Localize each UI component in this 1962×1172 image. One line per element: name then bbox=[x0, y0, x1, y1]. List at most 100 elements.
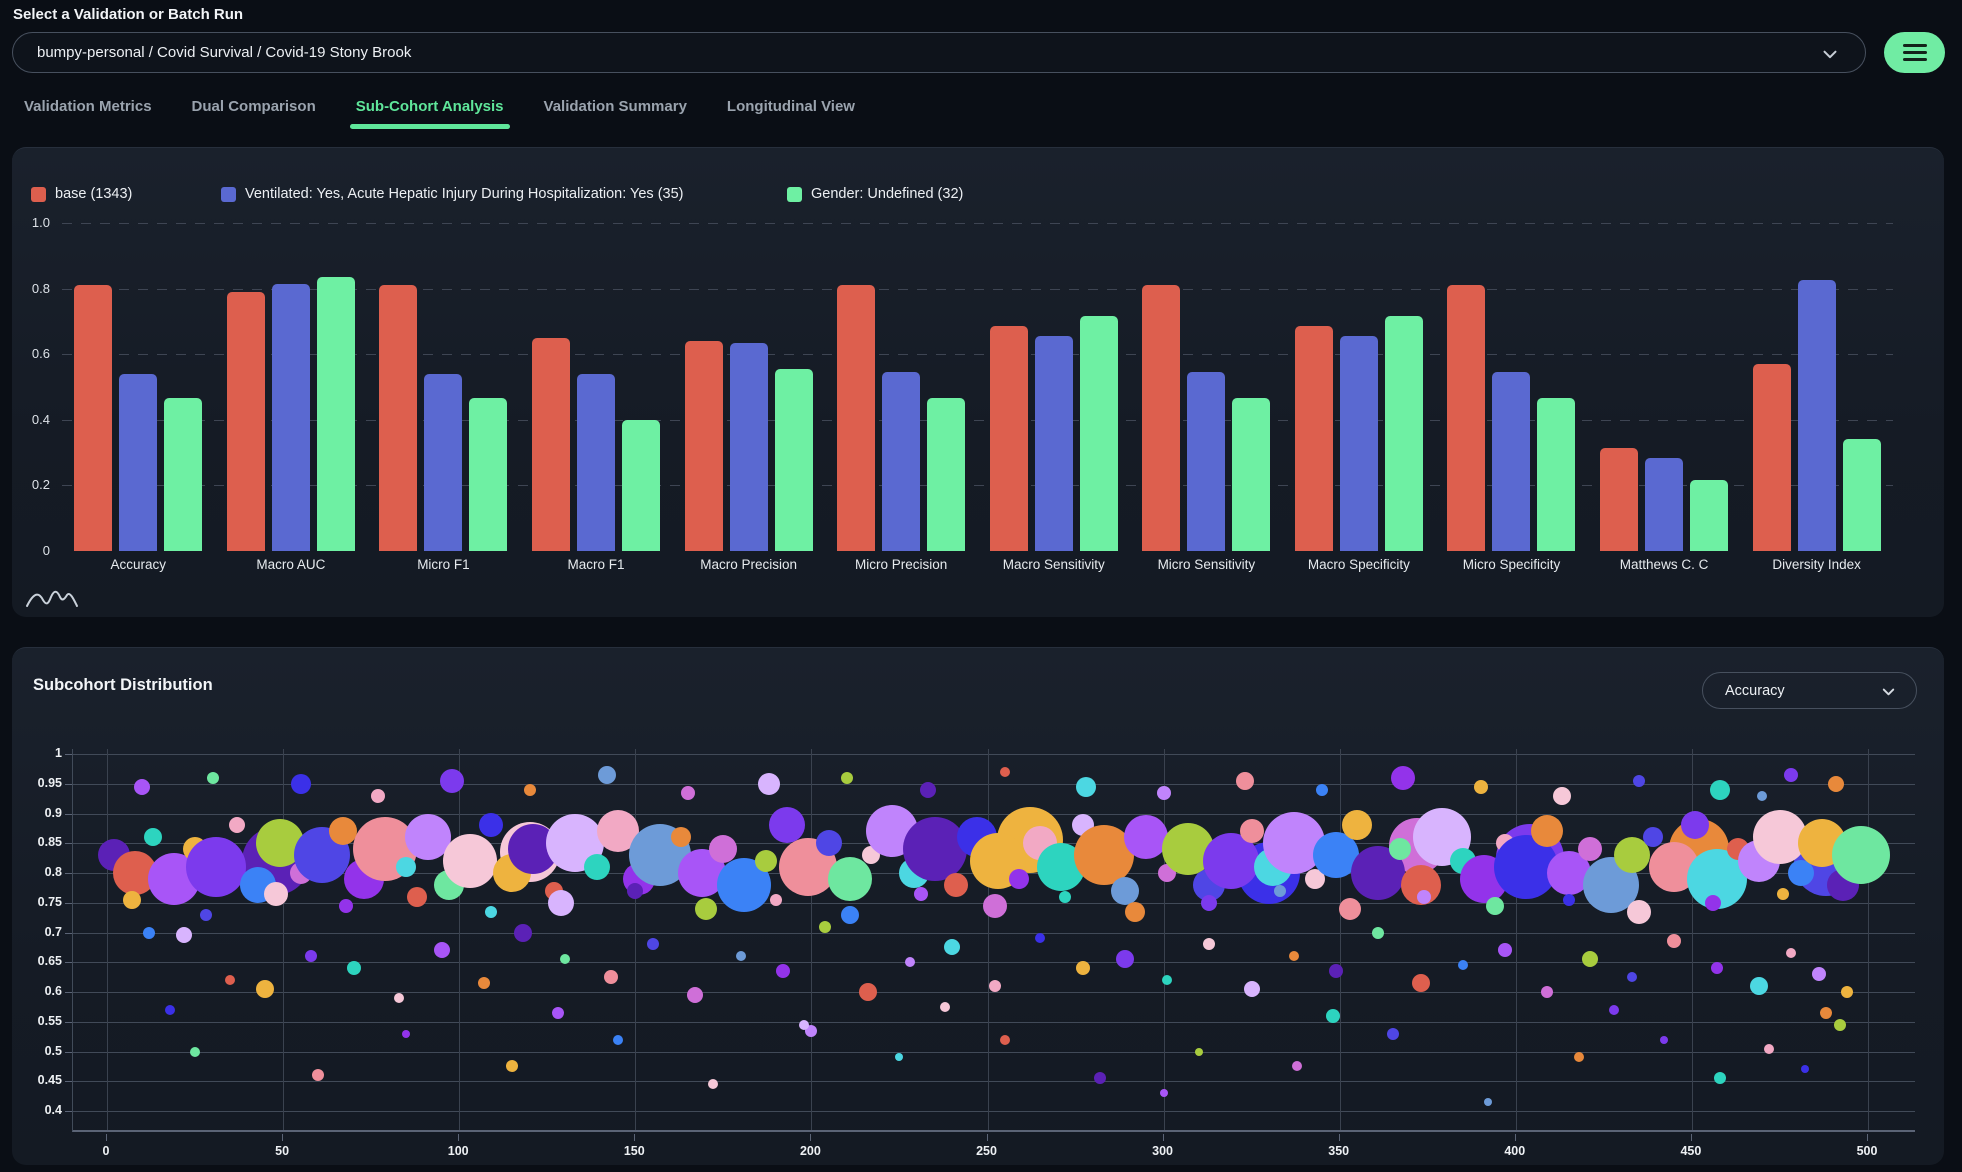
bubble bbox=[1485, 896, 1504, 915]
bubble bbox=[646, 938, 659, 951]
bar bbox=[1079, 316, 1118, 551]
bar-category-label: Micro Precision bbox=[855, 557, 948, 572]
bar bbox=[882, 372, 921, 551]
bubble bbox=[1788, 860, 1815, 886]
bar-y-tick-label: 0.4 bbox=[31, 411, 50, 427]
bubble bbox=[1811, 967, 1826, 982]
run-select[interactable]: bumpy-personal / Covid Survival / Covid-… bbox=[12, 32, 1866, 73]
tab-sub-cohort-analysis[interactable]: Sub-Cohort Analysis bbox=[349, 96, 510, 129]
gridline bbox=[811, 749, 813, 1130]
bubble bbox=[442, 834, 497, 889]
tick-mark bbox=[65, 932, 73, 934]
bar bbox=[1537, 398, 1576, 551]
run-select-value: bumpy-personal / Covid Survival / Covid-… bbox=[37, 44, 412, 61]
tab-longitudinal-view[interactable]: Longitudinal View bbox=[726, 98, 855, 115]
bubble bbox=[735, 951, 746, 962]
bubble bbox=[1123, 815, 1168, 860]
bar bbox=[1384, 316, 1423, 551]
bubble bbox=[1581, 951, 1598, 968]
bubble bbox=[694, 897, 717, 920]
scatter-x-tick-label: 400 bbox=[1504, 1144, 1526, 1158]
tick-mark bbox=[65, 754, 73, 755]
scatter-y-tick-label: 1 bbox=[55, 746, 62, 760]
bubble bbox=[1800, 1065, 1809, 1074]
bubble bbox=[1577, 837, 1602, 862]
bubble bbox=[1757, 790, 1768, 801]
bubble bbox=[1574, 1052, 1585, 1063]
tick-mark bbox=[458, 1134, 460, 1141]
bubble bbox=[1819, 1006, 1832, 1019]
bubble bbox=[902, 817, 967, 882]
gridline bbox=[1691, 749, 1693, 1130]
bubble bbox=[1329, 964, 1344, 979]
legend-item[interactable]: base (1343) bbox=[31, 184, 132, 204]
gridline bbox=[1868, 749, 1869, 1130]
bar-category-label: Macro F1 bbox=[567, 557, 625, 572]
bar bbox=[119, 373, 158, 551]
bubble bbox=[225, 975, 236, 986]
bubble bbox=[1828, 775, 1845, 792]
bar bbox=[379, 285, 418, 551]
bubble bbox=[559, 954, 570, 965]
bubble bbox=[895, 1053, 904, 1062]
tick-mark bbox=[986, 1134, 988, 1141]
bubble bbox=[707, 1079, 718, 1090]
scatter-panel-title: Subcohort Distribution bbox=[33, 676, 213, 694]
bubble bbox=[1273, 884, 1286, 897]
bubble bbox=[687, 986, 704, 1003]
bubble bbox=[176, 927, 193, 944]
legend-item[interactable]: Ventilated: Yes, Acute Hepatic Injury Du… bbox=[221, 184, 684, 204]
bubble bbox=[1473, 779, 1488, 794]
bubble bbox=[1316, 783, 1329, 796]
bar bbox=[532, 337, 571, 551]
tab-validation-metrics[interactable]: Validation Metrics bbox=[24, 98, 152, 115]
bubble bbox=[548, 889, 575, 916]
scatter-plot bbox=[72, 749, 1915, 1132]
bubble bbox=[143, 926, 156, 939]
tab-bar: Validation Metrics Dual Comparison Sub-Coh… bbox=[22, 96, 857, 129]
bubble bbox=[1783, 767, 1798, 782]
bubble bbox=[627, 882, 644, 899]
bubble bbox=[1552, 786, 1571, 805]
bubble bbox=[1498, 943, 1513, 958]
bubble bbox=[328, 817, 357, 846]
bar bbox=[271, 283, 310, 551]
bar-group bbox=[825, 223, 978, 551]
bubble bbox=[1633, 774, 1646, 787]
tab-dual-comparison[interactable]: Dual Comparison bbox=[191, 98, 316, 115]
bar-category-label: Accuracy bbox=[110, 557, 167, 572]
bar-category-label: Macro Specificity bbox=[1307, 557, 1410, 572]
bubble bbox=[776, 964, 791, 979]
menu-button[interactable] bbox=[1884, 32, 1945, 73]
bar-y-tick-label: 0.8 bbox=[31, 280, 50, 296]
gridline bbox=[73, 962, 1915, 964]
bubble bbox=[339, 898, 354, 913]
tick-mark bbox=[65, 873, 73, 874]
scatter-x-tick-label: 200 bbox=[799, 1144, 821, 1158]
bubble bbox=[1073, 825, 1134, 886]
bar-group bbox=[1740, 223, 1893, 551]
tick-mark bbox=[810, 1134, 812, 1141]
bubble bbox=[1243, 981, 1260, 998]
bubble bbox=[1562, 893, 1575, 906]
bubble bbox=[1159, 1089, 1168, 1098]
tab-validation-summary[interactable]: Validation Summary bbox=[543, 98, 687, 115]
bubble bbox=[404, 814, 451, 861]
bubble bbox=[1627, 899, 1652, 924]
scatter-x-tick-label: 300 bbox=[1152, 1144, 1174, 1158]
scatter-y-tick-label: 0.8 bbox=[44, 865, 62, 879]
bar bbox=[622, 419, 661, 551]
gridline bbox=[73, 1111, 1915, 1112]
tick-mark bbox=[1690, 1134, 1692, 1141]
bubble bbox=[312, 1069, 325, 1082]
bar-y-tick-label: 0 bbox=[42, 543, 50, 558]
bubble bbox=[709, 835, 738, 864]
bar bbox=[989, 326, 1028, 551]
bar bbox=[1447, 285, 1486, 551]
bubble bbox=[484, 905, 497, 918]
legend-item[interactable]: Gender: Undefined (32) bbox=[787, 184, 963, 204]
gridline bbox=[62, 354, 1893, 356]
metric-select[interactable]: Accuracy bbox=[1702, 672, 1917, 709]
gridline bbox=[987, 749, 989, 1130]
bubble bbox=[1325, 1008, 1340, 1023]
